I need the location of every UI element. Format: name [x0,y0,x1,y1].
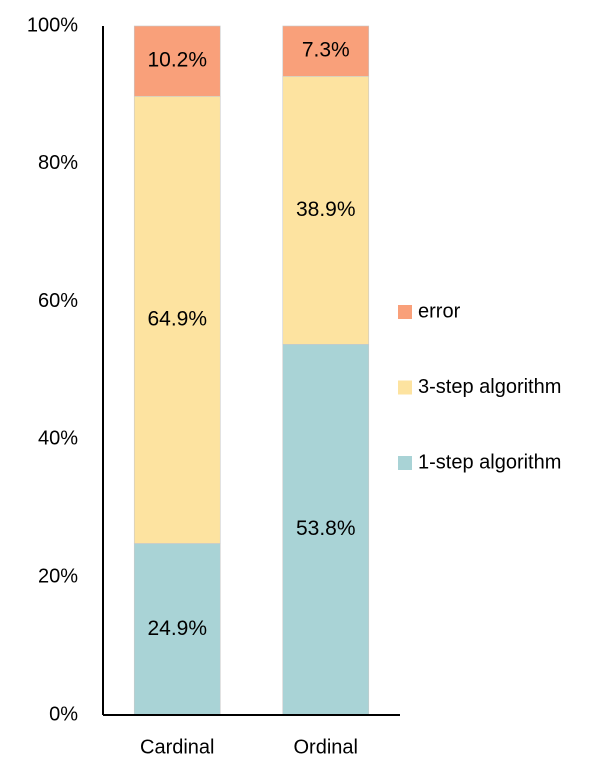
legend-swatch [398,456,412,470]
value-label: 64.9% [147,307,207,330]
bar-segment [133,25,221,97]
value-label: 24.9% [147,617,207,640]
y-tick-label: 80% [38,152,78,174]
legend-label: error [418,300,461,322]
bar-segment [133,95,221,544]
value-label: 7.3% [302,39,350,62]
legend-swatch [398,305,412,319]
legend-label: 1-step algorithm [418,451,561,473]
y-tick-label: 40% [38,428,78,450]
bar-segment [282,25,370,77]
value-label: 38.9% [296,198,356,221]
value-label: 10.2% [147,49,207,72]
bar-segment [133,543,221,716]
value-label: 53.8% [296,517,356,540]
y-tick-label: 60% [38,290,78,312]
bar-segment [282,75,370,345]
y-tick-label: 0% [49,703,78,725]
bar-segment [282,344,370,716]
x-tick-label: Ordinal [294,736,358,758]
legend-label: 3-step algorithm [418,376,561,398]
x-tick-label: Cardinal [140,736,214,758]
legend-swatch [398,380,412,395]
y-tick-label: 20% [38,565,78,587]
y-tick-label: 100% [27,14,78,36]
